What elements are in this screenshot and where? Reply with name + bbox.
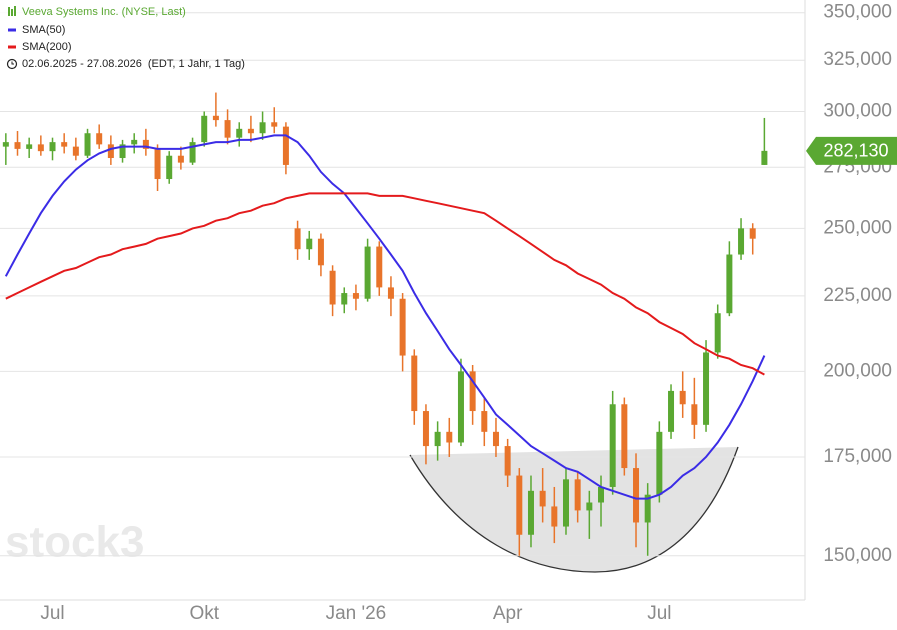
candle-body xyxy=(621,404,628,469)
candle-body xyxy=(609,404,616,487)
candle-body xyxy=(14,142,21,149)
candle-body xyxy=(399,298,406,356)
candle-body xyxy=(271,122,278,127)
candle-body xyxy=(282,126,289,165)
candle-body xyxy=(364,246,371,299)
x-tick-label: Jan '26 xyxy=(326,603,387,624)
candle-body xyxy=(749,228,756,239)
candle-body xyxy=(551,506,558,527)
y-tick-label: 300,000 xyxy=(823,101,892,122)
y-tick-label: 325,000 xyxy=(823,49,892,70)
candle-body xyxy=(189,142,196,163)
x-tick-label: Jul xyxy=(647,603,671,624)
sma-line xyxy=(4,134,766,500)
candle-body xyxy=(84,133,91,156)
date-range: 02.06.2025 - 27.08.2026 xyxy=(22,58,142,70)
candle-body xyxy=(726,254,733,314)
candle-body xyxy=(469,371,476,412)
candle-body xyxy=(668,390,675,432)
y-tick-label: 200,000 xyxy=(823,360,892,381)
candle-body xyxy=(703,352,710,425)
candle-body xyxy=(376,246,383,288)
x-tick-label: Jul xyxy=(40,603,64,624)
candle-body xyxy=(72,146,79,156)
candle-body xyxy=(26,144,33,149)
cup-pattern xyxy=(410,447,738,572)
candle-body xyxy=(352,293,359,299)
candle-body xyxy=(562,479,569,527)
y-tick-label: 250,000 xyxy=(823,217,892,238)
candle-body xyxy=(527,490,534,535)
candle-body xyxy=(644,494,651,523)
candle-body xyxy=(598,486,605,503)
legend-label: SMA(50) xyxy=(22,24,65,36)
candle-body xyxy=(317,238,324,266)
clock-icon xyxy=(6,58,18,70)
candle-body xyxy=(586,502,593,511)
candle-body xyxy=(539,490,546,507)
last-price-tag xyxy=(806,136,897,165)
legend-label: SMA(200) xyxy=(22,41,72,53)
x-tick-label: Apr xyxy=(493,603,523,624)
candle-body xyxy=(446,431,453,443)
candle-body xyxy=(574,479,581,511)
candle-body xyxy=(177,155,184,163)
candle-body xyxy=(341,293,348,305)
y-tick-label: 350,000 xyxy=(823,2,892,23)
candle-body xyxy=(107,144,114,159)
candle-body xyxy=(259,122,266,134)
candle-body xyxy=(691,404,698,425)
candle-body xyxy=(236,128,243,138)
candle-body xyxy=(504,446,511,476)
candle-body xyxy=(119,144,126,159)
candle-body xyxy=(633,468,640,523)
candle-body xyxy=(656,431,663,495)
candle-body xyxy=(481,411,488,432)
candle-body xyxy=(154,148,161,180)
candle-body xyxy=(434,431,441,447)
candle-body xyxy=(212,115,219,121)
legend: Veeva Systems Inc. (NYSE, Last) SMA(50) … xyxy=(0,2,245,74)
candle-body xyxy=(61,142,68,147)
legend-icon xyxy=(8,6,16,16)
clock-icon xyxy=(11,61,14,65)
candle-body xyxy=(516,475,523,535)
sma-line xyxy=(5,192,765,376)
candle-body xyxy=(738,228,745,255)
candle-body xyxy=(761,150,768,165)
candle-body xyxy=(201,115,208,143)
candle-body xyxy=(224,120,231,138)
candle-body xyxy=(142,139,149,149)
candle-body xyxy=(49,142,56,152)
y-tick-label: 150,000 xyxy=(823,545,892,566)
candle-body xyxy=(411,355,418,412)
candle-body xyxy=(2,142,9,147)
candle-body xyxy=(294,228,301,250)
y-tick-label: 225,000 xyxy=(823,285,892,306)
legend-bg xyxy=(0,2,150,74)
candle-body xyxy=(166,155,173,180)
y-tick-label: 175,000 xyxy=(823,446,892,467)
legend-title: Veeva Systems Inc. (NYSE, Last) xyxy=(22,6,186,18)
candle-body xyxy=(679,390,686,405)
candle-body xyxy=(247,128,254,134)
candle-body xyxy=(492,431,499,447)
last-price-label: 282,130 xyxy=(823,141,888,161)
watermark: stock3 xyxy=(5,518,144,567)
candle-body xyxy=(37,144,44,152)
candle-body xyxy=(714,313,721,353)
candle-body xyxy=(96,133,103,145)
candle-body xyxy=(131,139,138,145)
candle-body xyxy=(422,411,429,447)
candle-body xyxy=(306,238,313,250)
candle-body xyxy=(457,371,464,443)
x-tick-label: Okt xyxy=(189,603,219,624)
cup-outline xyxy=(409,446,739,573)
range-note: (EDT, 1 Jahr, 1 Tag) xyxy=(148,58,245,70)
candle-body xyxy=(387,287,394,299)
candle-body xyxy=(329,270,336,305)
